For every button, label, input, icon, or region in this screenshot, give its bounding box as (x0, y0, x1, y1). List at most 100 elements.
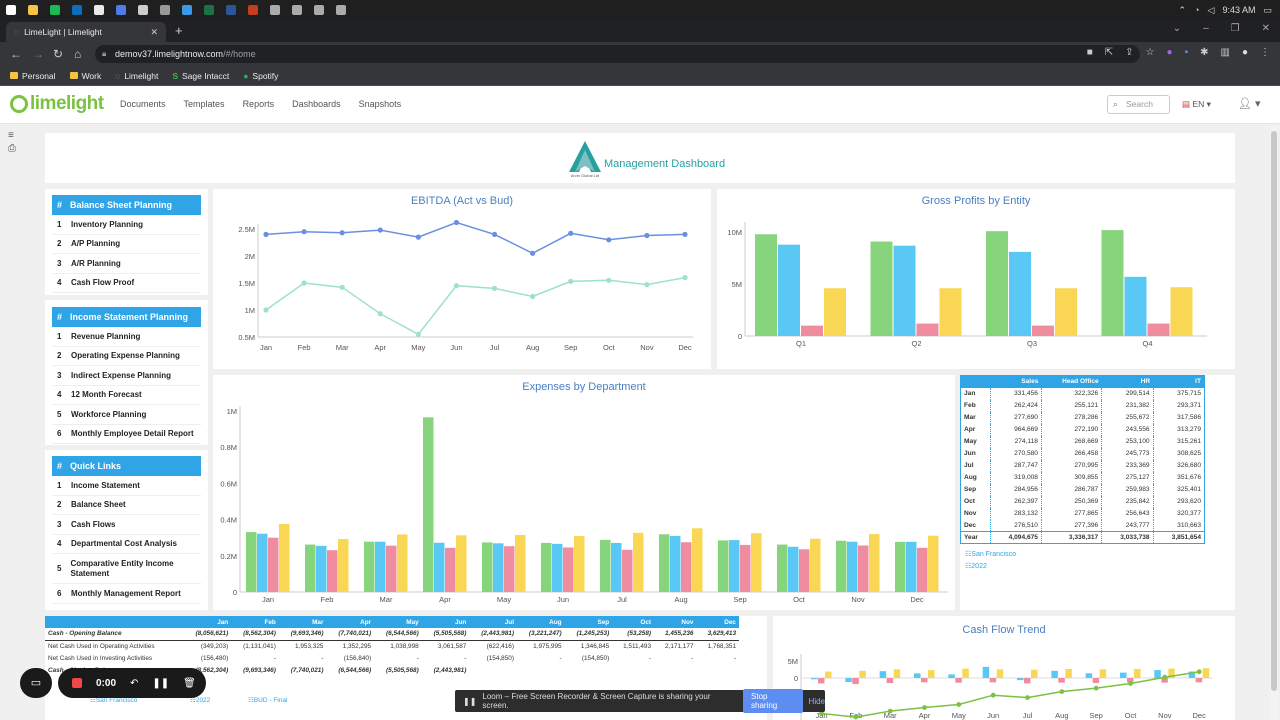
search-input[interactable]: ⌕ Search (1107, 95, 1170, 114)
more-menu-icon[interactable]: ⋮ (1260, 47, 1270, 58)
app-icon[interactable] (116, 5, 126, 15)
menu-snapshots[interactable]: Snapshots (358, 99, 402, 109)
nav-item[interactable]: 2 Operating Expense Planning (52, 347, 201, 366)
nav-item[interactable]: 1 Revenue Planning (52, 327, 201, 347)
address-bar: ← → ↻ ⌂ 🔒︎ demov37.limelightnow.com/#/ho… (0, 42, 1280, 66)
vscode-icon[interactable] (182, 5, 192, 15)
trash-icon[interactable]: 🗑︎ (183, 677, 196, 689)
hamburger-menu-icon[interactable]: ≡ (8, 130, 14, 141)
stop-recording-icon[interactable] (72, 678, 82, 688)
nav-item[interactable]: 2 A/P Planning (52, 235, 201, 254)
close-tab-icon[interactable]: ✕ (150, 26, 158, 37)
wifi-icon[interactable]: ◔ (1194, 5, 1200, 15)
filter-entity[interactable]: ☷San Francisco (90, 697, 138, 704)
profile-avatar[interactable]: ● (1241, 47, 1248, 58)
table-cell: 1,511,493 (623, 642, 652, 650)
new-tab-icon[interactable]: + (175, 23, 183, 38)
nav-item[interactable]: 4 Cash Flow Proof (52, 274, 201, 293)
filter-entity[interactable]: ☷San Francisco (965, 551, 1017, 558)
menu-dashboards[interactable]: Dashboards (292, 99, 341, 109)
app-icon[interactable] (336, 5, 346, 15)
nav-item[interactable]: 3 A/R Planning (52, 254, 201, 274)
camera-toggle-icon[interactable]: ▭ (20, 668, 52, 698)
bar (397, 534, 408, 592)
volume-icon[interactable]: ◁ (1207, 4, 1215, 15)
excel-icon[interactable] (204, 5, 214, 15)
y-tick-label: 1.5M (238, 279, 255, 288)
chevron-up-icon[interactable]: ⌃ (1178, 4, 1187, 15)
app-icon[interactable] (314, 5, 324, 15)
filter-scenario[interactable]: ☷BUD - Final (248, 697, 288, 704)
nav-item[interactable]: 2 Balance Sheet (52, 496, 201, 515)
windows-icon[interactable] (6, 5, 16, 15)
extension-icon[interactable]: ▪ (1184, 47, 1189, 58)
restart-icon[interactable]: ↶ (130, 677, 139, 689)
filter-year[interactable]: ☷2022 (965, 563, 987, 570)
filter-year[interactable]: ☷2022 (190, 697, 211, 704)
powerpoint-icon[interactable] (248, 5, 258, 15)
share-icon[interactable]: ⇪ (1125, 47, 1134, 58)
sidebar-icon[interactable]: ▥ (1220, 47, 1230, 58)
limelight-logo[interactable]: limelight (10, 93, 104, 115)
bar (928, 535, 939, 592)
flag-icon: ▤ (1182, 99, 1191, 109)
loom-recorder-controls: ▭ 0:00 ↶ ❚❚ 🗑︎ (20, 668, 210, 698)
scrollbar-thumb[interactable] (1271, 131, 1277, 691)
stop-sharing-button[interactable]: Stop sharing (743, 689, 803, 713)
menu-documents[interactable]: Documents (120, 99, 166, 109)
page-scrollbar[interactable] (1270, 125, 1278, 720)
nav-item[interactable]: 6 Monthly Employee Detail Report (52, 425, 201, 444)
nav-item[interactable]: 1 Income Statement (52, 476, 201, 496)
spotify-icon[interactable] (50, 5, 60, 15)
word-icon[interactable] (226, 5, 236, 15)
forward-icon[interactable]: → (32, 47, 44, 61)
reload-icon[interactable]: ↻ (53, 47, 64, 61)
bookmark-work[interactable]: Work (69, 71, 101, 81)
app-icon[interactable] (270, 5, 280, 15)
print-icon[interactable]: ⎙ (8, 143, 16, 154)
puzzle-icon[interactable]: ✱ (1200, 47, 1209, 58)
maximize-icon[interactable]: ❐ (1230, 23, 1240, 34)
nav-item[interactable]: 3 Cash Flows (52, 515, 201, 535)
user-menu-icon[interactable]: 👤︎ ▾ (1238, 98, 1261, 110)
app-icon[interactable] (138, 5, 148, 15)
nav-item[interactable]: 3 Indirect Expense Planning (52, 366, 201, 386)
chrome-icon[interactable] (94, 5, 104, 15)
back-icon[interactable]: ← (10, 47, 22, 61)
minimize-icon[interactable]: – (1203, 23, 1209, 34)
nav-item[interactable]: 1 Inventory Planning (52, 215, 201, 235)
data-point (819, 711, 824, 716)
app-icon[interactable] (292, 5, 302, 15)
language-selector[interactable]: ▤ EN ▾ (1182, 99, 1211, 109)
app-icon[interactable] (160, 5, 170, 15)
chevron-down-icon[interactable]: ⌄ (1172, 23, 1182, 34)
nav-item[interactable]: 4 Departmental Cost Analysis (52, 535, 201, 554)
bookmark-star-icon[interactable]: ☆ (1145, 47, 1155, 58)
pause-icon[interactable]: ❚❚ (152, 677, 170, 689)
bookmark-limelight[interactable]: ◌ Limelight (115, 71, 158, 81)
menu-reports[interactable]: Reports (242, 99, 275, 109)
notification-icon[interactable]: ▭ (1263, 4, 1272, 15)
table-row: Jul 287,747 270,995 233,369 326,680 (960, 459, 1206, 472)
clock[interactable]: 9:43 AM (1222, 5, 1256, 15)
folder-icon[interactable] (28, 5, 38, 15)
open-external-icon[interactable]: ⇱ (1104, 47, 1114, 58)
nav-item[interactable]: 5 Workforce Planning (52, 405, 201, 425)
bookmark-spotify[interactable]: ● Spotify (243, 71, 278, 81)
bookmark-personal[interactable]: Personal (10, 71, 56, 81)
bookmark-sage-intacct[interactable]: S Sage Intacct (172, 71, 229, 81)
nav-item[interactable]: 4 12 Month Forecast (52, 386, 201, 405)
home-icon[interactable]: ⌂ (74, 47, 82, 61)
outlook-icon[interactable] (72, 5, 82, 15)
nav-item[interactable]: 5 Comparative Entity Income Statement (52, 554, 201, 584)
bar (870, 241, 893, 336)
close-window-icon[interactable]: ✕ (1261, 23, 1270, 34)
menu-templates[interactable]: Templates (183, 99, 225, 109)
extension-icon[interactable]: ● (1166, 47, 1173, 58)
url-field[interactable]: 🔒︎ demov37.limelightnow.com/#/home (95, 45, 1140, 63)
browser-tab[interactable]: ◌ LimeLight | Limelight ✕ (6, 22, 166, 42)
nav-item[interactable]: 6 Monthly Management Report (52, 584, 201, 604)
hide-button[interactable]: Hide (808, 696, 825, 706)
camera-icon[interactable]: ■ (1086, 47, 1093, 58)
bookmark-label: Sage Intacct (182, 70, 230, 81)
